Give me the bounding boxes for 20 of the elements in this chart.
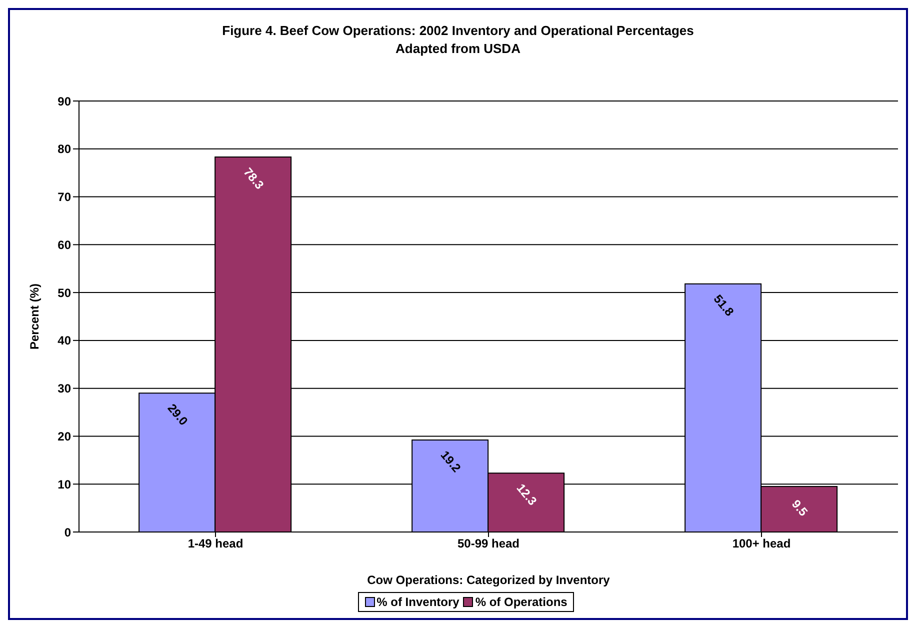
y-tick-label: 20 xyxy=(58,429,72,444)
y-tick-label: 50 xyxy=(58,286,72,300)
y-tick-label: 70 xyxy=(58,190,72,204)
legend-label: % of Inventory xyxy=(376,595,460,609)
y-tick-label: 30 xyxy=(58,382,72,396)
y-tick-label: 80 xyxy=(58,142,72,156)
y-tick-label: 10 xyxy=(58,477,72,492)
y-tick-label: 90 xyxy=(58,94,72,108)
y-tick-label: 0 xyxy=(64,525,72,540)
x-axis-title: Cow Operations: Categorized by Inventory xyxy=(367,573,610,587)
legend-label: % of Operations xyxy=(474,595,568,609)
x-tick-label: 100+ head xyxy=(732,536,791,551)
x-tick-label: 50-99 head xyxy=(457,536,520,551)
y-tick-label: 40 xyxy=(58,334,72,348)
y-tick-label: 60 xyxy=(58,238,72,252)
chart-title: Figure 4. Beef Cow Operations: 2002 Inventory and Operational Percentages xyxy=(221,22,695,40)
y-axis-title: Percent (%) xyxy=(27,283,42,350)
chart-subtitle: Adapted from USDA xyxy=(394,40,522,58)
data-label: 9.5 xyxy=(788,497,811,520)
x-tick-label: 1-49 head xyxy=(188,536,244,551)
